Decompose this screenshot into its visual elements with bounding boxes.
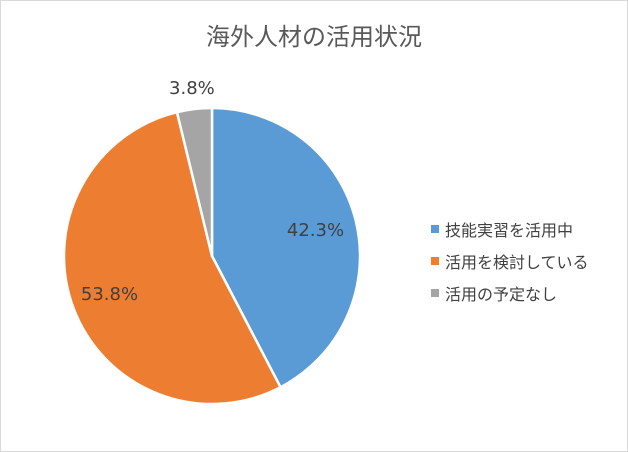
legend-label-no-plan: 活用の予定なし bbox=[445, 285, 558, 304]
data-label-no-plan: 3.8% bbox=[169, 78, 215, 99]
legend-item-in-use: 技能実習を活用中 bbox=[431, 213, 589, 245]
data-label-considering: 53.8% bbox=[81, 284, 138, 305]
legend-item-considering: 活用を検討している bbox=[431, 245, 589, 277]
slice-considering bbox=[62, 110, 282, 406]
slice-in-use bbox=[210, 106, 362, 389]
legend-item-no-plan: 活用の予定なし bbox=[431, 277, 589, 309]
legend-swatch-in-use bbox=[431, 225, 439, 233]
chart-title: 海外人材の活用状況 bbox=[206, 23, 422, 51]
data-label-in-use: 42.3% bbox=[287, 220, 344, 241]
legend-label-in-use: 技能実習を活用中 bbox=[445, 221, 574, 240]
legend-label-considering: 活用を検討している bbox=[445, 253, 589, 272]
legend-swatch-considering bbox=[431, 257, 439, 265]
legend-swatch-no-plan bbox=[431, 289, 439, 297]
legend: 技能実習を活用中 活用を検討している 活用の予定なし bbox=[431, 213, 589, 309]
slice-no-plan bbox=[175, 106, 214, 258]
